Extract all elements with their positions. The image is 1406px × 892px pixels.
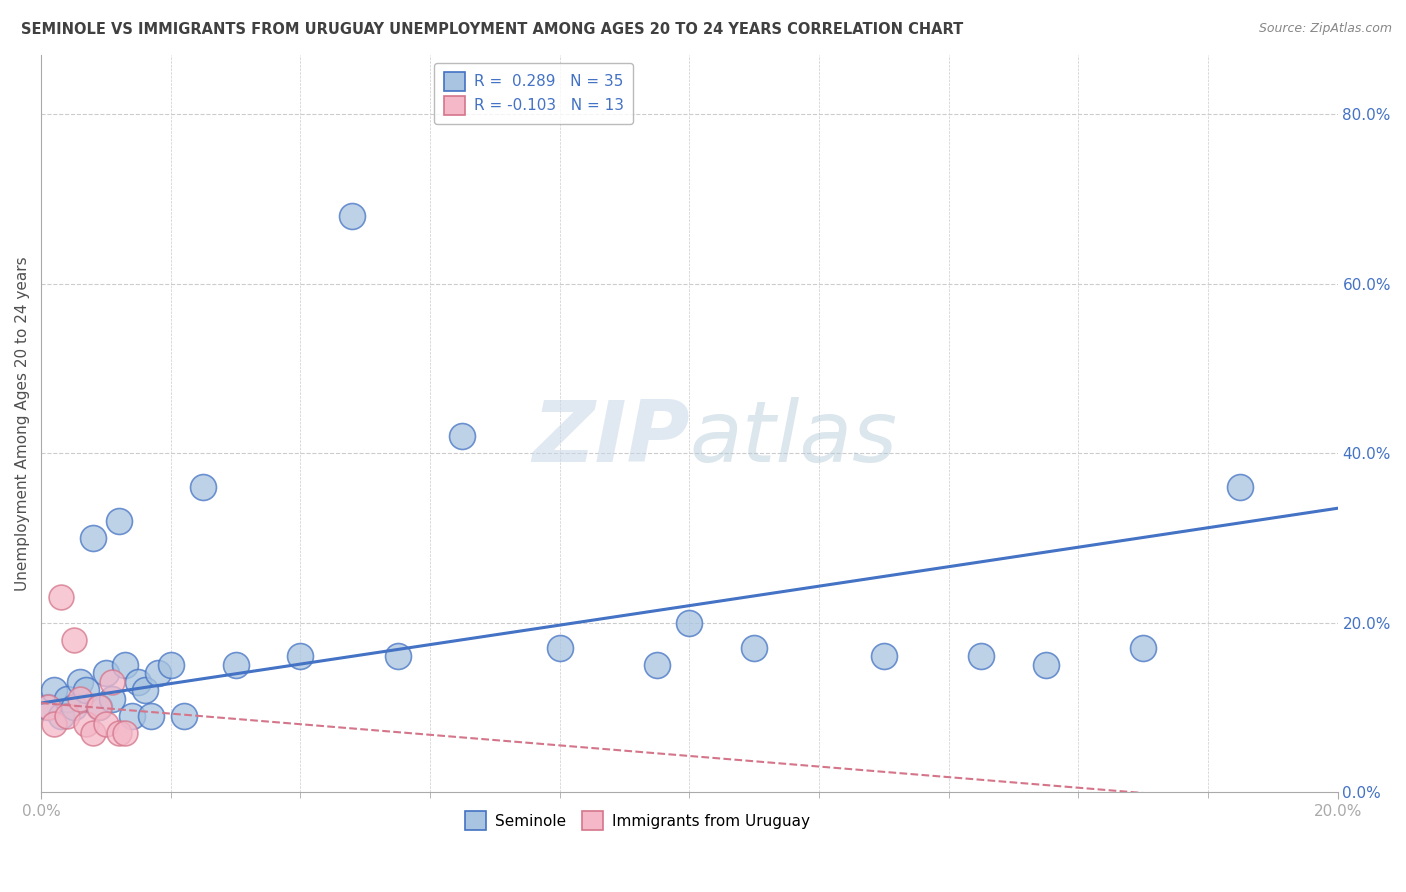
Point (42, 683, 65, 698)
Point (69, 691, 91, 706)
Point (1132, 640, 1154, 655)
Point (678, 615, 700, 630)
Point (89, 700, 111, 714)
Point (193, 480, 215, 494)
Point (159, 657, 181, 672)
Point (127, 674, 149, 689)
Point (451, 429, 474, 443)
Point (742, 640, 765, 655)
Point (69, 674, 91, 689)
Point (42, 717, 65, 731)
Point (101, 691, 124, 706)
Point (82, 725, 104, 739)
Point (101, 674, 124, 689)
Point (114, 725, 136, 739)
Point (645, 657, 668, 672)
Y-axis label: Unemployment Among Ages 20 to 24 years: Unemployment Among Ages 20 to 24 years (15, 256, 30, 591)
Point (76, 717, 98, 731)
Point (873, 649, 896, 664)
Point (108, 725, 131, 739)
Point (290, 649, 312, 664)
Point (49, 590, 72, 604)
Point (1035, 657, 1057, 672)
Point (37, 700, 59, 714)
Text: atlas: atlas (689, 397, 897, 480)
Point (37, 700, 59, 714)
Point (94, 717, 117, 731)
Point (62, 632, 84, 647)
Point (121, 708, 143, 723)
Point (970, 649, 993, 664)
Point (146, 666, 169, 681)
Point (1229, 480, 1251, 494)
Point (94, 666, 117, 681)
Text: Source: ZipAtlas.com: Source: ZipAtlas.com (1258, 22, 1392, 36)
Point (49, 708, 72, 723)
Point (173, 708, 195, 723)
Point (225, 657, 247, 672)
Point (82, 531, 104, 545)
Point (342, 209, 364, 223)
Point (141, 708, 163, 723)
Point (56, 691, 79, 706)
Point (134, 683, 156, 698)
Point (76, 683, 98, 698)
Point (114, 657, 136, 672)
Legend: Seminole, Immigrants from Uruguay: Seminole, Immigrants from Uruguay (458, 805, 817, 836)
Text: ZIP: ZIP (531, 397, 689, 480)
Text: SEMINOLE VS IMMIGRANTS FROM URUGUAY UNEMPLOYMENT AMONG AGES 20 TO 24 YEARS CORRE: SEMINOLE VS IMMIGRANTS FROM URUGUAY UNEM… (21, 22, 963, 37)
Point (548, 640, 571, 655)
Point (56, 708, 79, 723)
Point (89, 700, 111, 714)
Point (387, 649, 409, 664)
Point (62, 700, 84, 714)
Point (108, 514, 131, 528)
